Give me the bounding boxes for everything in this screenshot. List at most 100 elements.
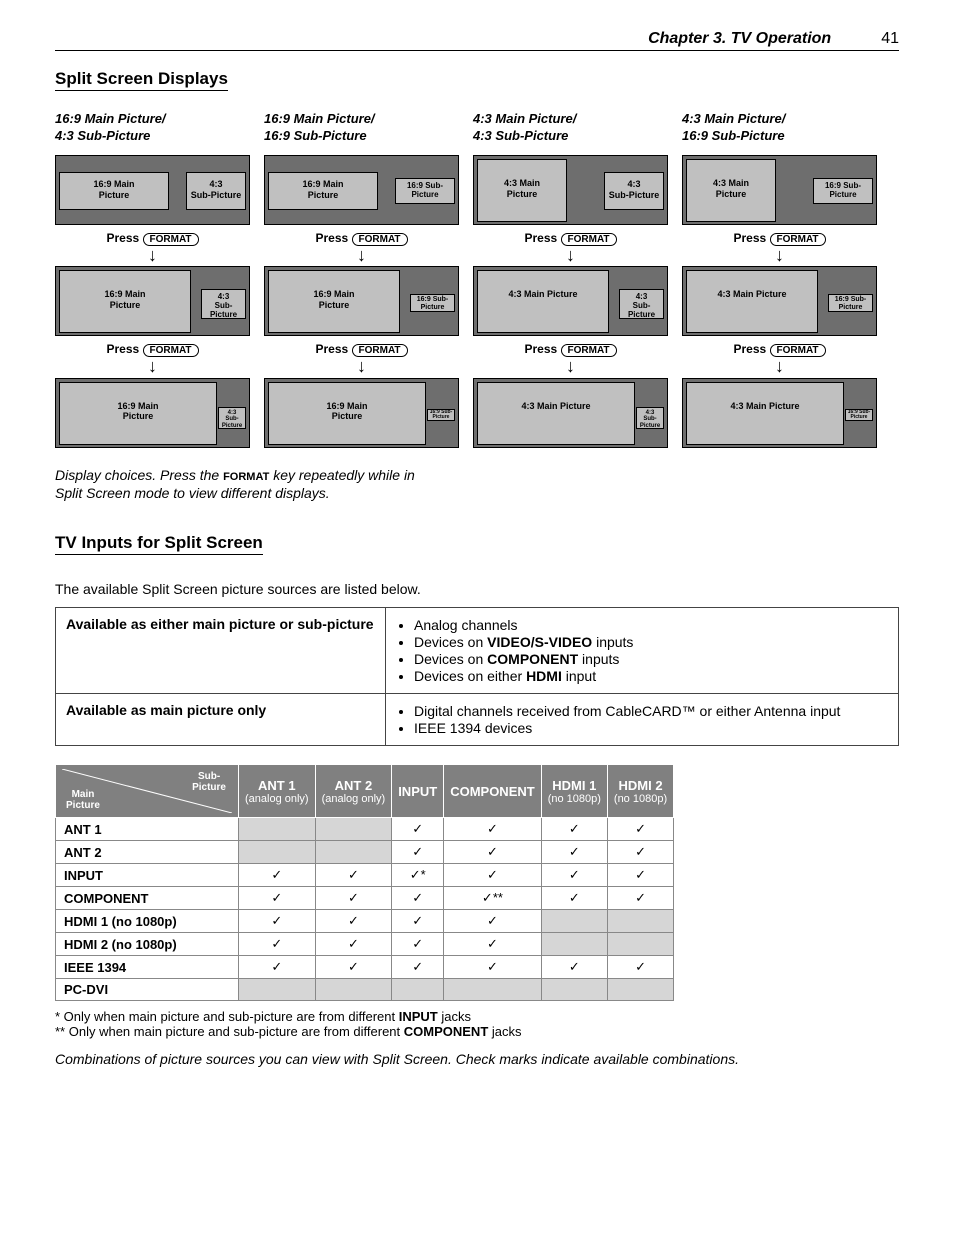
down-arrow-icon: ↓ xyxy=(682,359,877,373)
row-header: ANT 1 xyxy=(56,818,239,841)
compat-cell: ✓ xyxy=(607,887,673,910)
compat-cell xyxy=(541,933,607,956)
compat-cell: ✓ xyxy=(392,818,444,841)
compat-cell: ✓ xyxy=(444,910,542,933)
main-picture: 16:9 MainPicture xyxy=(268,270,400,333)
tv-screen: 16:9 MainPicture16:9 Sub-Picture xyxy=(264,155,459,225)
main-picture: 16:9 MainPicture xyxy=(268,172,378,210)
diagram-column: 4:3 Main Picture/4:3 Sub-Picture 4:3 Main… xyxy=(473,111,668,448)
sub-picture: 4:3Sub-Picture xyxy=(636,407,664,429)
corner-cell: Sub-PictureMainPicture xyxy=(56,765,239,818)
chapter-label: Chapter 3. TV Operation xyxy=(648,30,831,48)
tv-screen: 16:9 MainPicture4:3Sub-Picture xyxy=(55,378,250,448)
compat-row: ANT 2✓✓✓✓ xyxy=(56,841,674,864)
down-arrow-icon: ↓ xyxy=(264,248,459,262)
diagram-column: 4:3 Main Picture/16:9 Sub-Picture 4:3 Mai… xyxy=(682,111,877,448)
tv-screen: 4:3 Main Picture4:3Sub-Picture xyxy=(473,378,668,448)
compat-cell xyxy=(315,818,392,841)
compat-cell: ✓ xyxy=(315,956,392,979)
compat-cell: ✓ xyxy=(315,887,392,910)
down-arrow-icon: ↓ xyxy=(55,359,250,373)
column-title: 16:9 Main Picture/4:3 Sub-Picture xyxy=(55,111,250,145)
compat-cell xyxy=(239,841,316,864)
compat-cell xyxy=(392,979,444,1001)
down-arrow-icon: ↓ xyxy=(55,248,250,262)
sub-picture: 16:9 Sub-Picture xyxy=(813,178,873,204)
tv-screen: 16:9 MainPicture16:9 Sub-Picture xyxy=(264,378,459,448)
main-picture: 16:9 MainPicture xyxy=(268,382,426,445)
press-format: Press FORMAT xyxy=(264,231,459,246)
compat-cell: ✓ xyxy=(239,910,316,933)
col-header: HDMI 1(no 1080p) xyxy=(541,765,607,818)
sub-picture: 4:3Sub-Picture xyxy=(218,407,246,429)
compat-cell: ✓ xyxy=(315,933,392,956)
tv-screen: 4:3 MainPicture4:3Sub-Picture xyxy=(473,155,668,225)
main-picture: 4:3 MainPicture xyxy=(686,159,776,222)
compat-row: HDMI 2 (no 1080p)✓✓✓✓ xyxy=(56,933,674,956)
intro-text: The available Split Screen picture sourc… xyxy=(55,581,899,597)
compat-cell: ✓ xyxy=(541,887,607,910)
col-header: ANT 1(analog only) xyxy=(239,765,316,818)
compat-cell: ✓ xyxy=(444,818,542,841)
compat-cell: ✓ xyxy=(392,933,444,956)
down-arrow-icon: ↓ xyxy=(473,359,668,373)
compat-cell xyxy=(315,979,392,1001)
compat-cell: ✓** xyxy=(444,887,542,910)
main-picture: 4:3 Main Picture xyxy=(686,270,818,333)
compat-cell: ✓ xyxy=(444,841,542,864)
main-picture: 4:3 MainPicture xyxy=(477,159,567,222)
compat-cell: ✓ xyxy=(315,910,392,933)
row-header: INPUT xyxy=(56,864,239,887)
compat-header-row: Sub-PictureMainPictureANT 1(analog only)… xyxy=(56,765,674,818)
compat-cell: ✓ xyxy=(541,818,607,841)
compat-cell xyxy=(607,910,673,933)
compat-cell: ✓ xyxy=(392,887,444,910)
compat-cell: ✓ xyxy=(541,956,607,979)
compat-body: ANT 1✓✓✓✓ANT 2✓✓✓✓INPUT✓✓✓*✓✓✓COMPONENT✓… xyxy=(56,818,674,1001)
tv-screen: 16:9 MainPicture 16:9 Sub-Picture xyxy=(264,266,459,336)
compat-cell xyxy=(239,979,316,1001)
press-format: Press FORMAT xyxy=(473,342,668,357)
row-header: COMPONENT xyxy=(56,887,239,910)
diagram-column: 16:9 Main Picture/4:3 Sub-Picture 16:9 Ma… xyxy=(55,111,250,448)
row-header: IEEE 1394 xyxy=(56,956,239,979)
compat-cell xyxy=(541,979,607,1001)
row-header: HDMI 2 (no 1080p) xyxy=(56,933,239,956)
column-title: 4:3 Main Picture/4:3 Sub-Picture xyxy=(473,111,668,145)
row-header: ANT 2 xyxy=(56,841,239,864)
main-picture: 16:9 MainPicture xyxy=(59,270,191,333)
compat-cell xyxy=(541,910,607,933)
diagram-grid: 16:9 Main Picture/4:3 Sub-Picture 16:9 Ma… xyxy=(55,111,899,448)
down-arrow-icon: ↓ xyxy=(473,248,668,262)
column-title: 4:3 Main Picture/16:9 Sub-Picture xyxy=(682,111,877,145)
compat-cell: ✓* xyxy=(392,864,444,887)
compat-cell: ✓ xyxy=(239,864,316,887)
sub-picture: 16:9 Sub-Picture xyxy=(828,294,873,312)
closing-caption: Combinations of picture sources you can … xyxy=(55,1051,899,1067)
press-format: Press FORMAT xyxy=(473,231,668,246)
compat-cell xyxy=(607,933,673,956)
compat-row: PC-DVI xyxy=(56,979,674,1001)
avail-list-1: Analog channelsDevices on VIDEO/S-VIDEO … xyxy=(396,617,888,684)
main-picture: 16:9 MainPicture xyxy=(59,382,217,445)
compat-cell xyxy=(607,979,673,1001)
tv-screen: 16:9 MainPicture4:3Sub-Picture xyxy=(55,266,250,336)
down-arrow-icon: ↓ xyxy=(682,248,877,262)
sub-picture: 16:9 Sub-Picture xyxy=(845,409,873,421)
footnote-2: ** Only when main picture and sub-pictur… xyxy=(55,1024,899,1039)
down-arrow-icon: ↓ xyxy=(264,359,459,373)
compat-row: IEEE 1394✓✓✓✓✓✓ xyxy=(56,956,674,979)
press-format: Press FORMAT xyxy=(55,342,250,357)
diagram-caption: Display choices. Press the FORMAT key re… xyxy=(55,466,435,504)
tv-screen: 4:3 MainPicture 16:9 Sub-Picture xyxy=(682,155,877,225)
main-picture: 16:9 MainPicture xyxy=(59,172,169,210)
column-title: 16:9 Main Picture/16:9 Sub-Picture xyxy=(264,111,459,145)
compat-cell: ✓ xyxy=(444,933,542,956)
press-format: Press FORMAT xyxy=(264,342,459,357)
section-split-screen: Split Screen Displays xyxy=(55,69,228,91)
tv-screen: 4:3 Main Picture16:9 Sub-Picture xyxy=(682,378,877,448)
compat-row: INPUT✓✓✓*✓✓✓ xyxy=(56,864,674,887)
sub-picture: 16:9 Sub-Picture xyxy=(410,294,455,312)
sub-picture: 16:9 Sub-Picture xyxy=(427,409,455,421)
compat-cell: ✓ xyxy=(239,956,316,979)
